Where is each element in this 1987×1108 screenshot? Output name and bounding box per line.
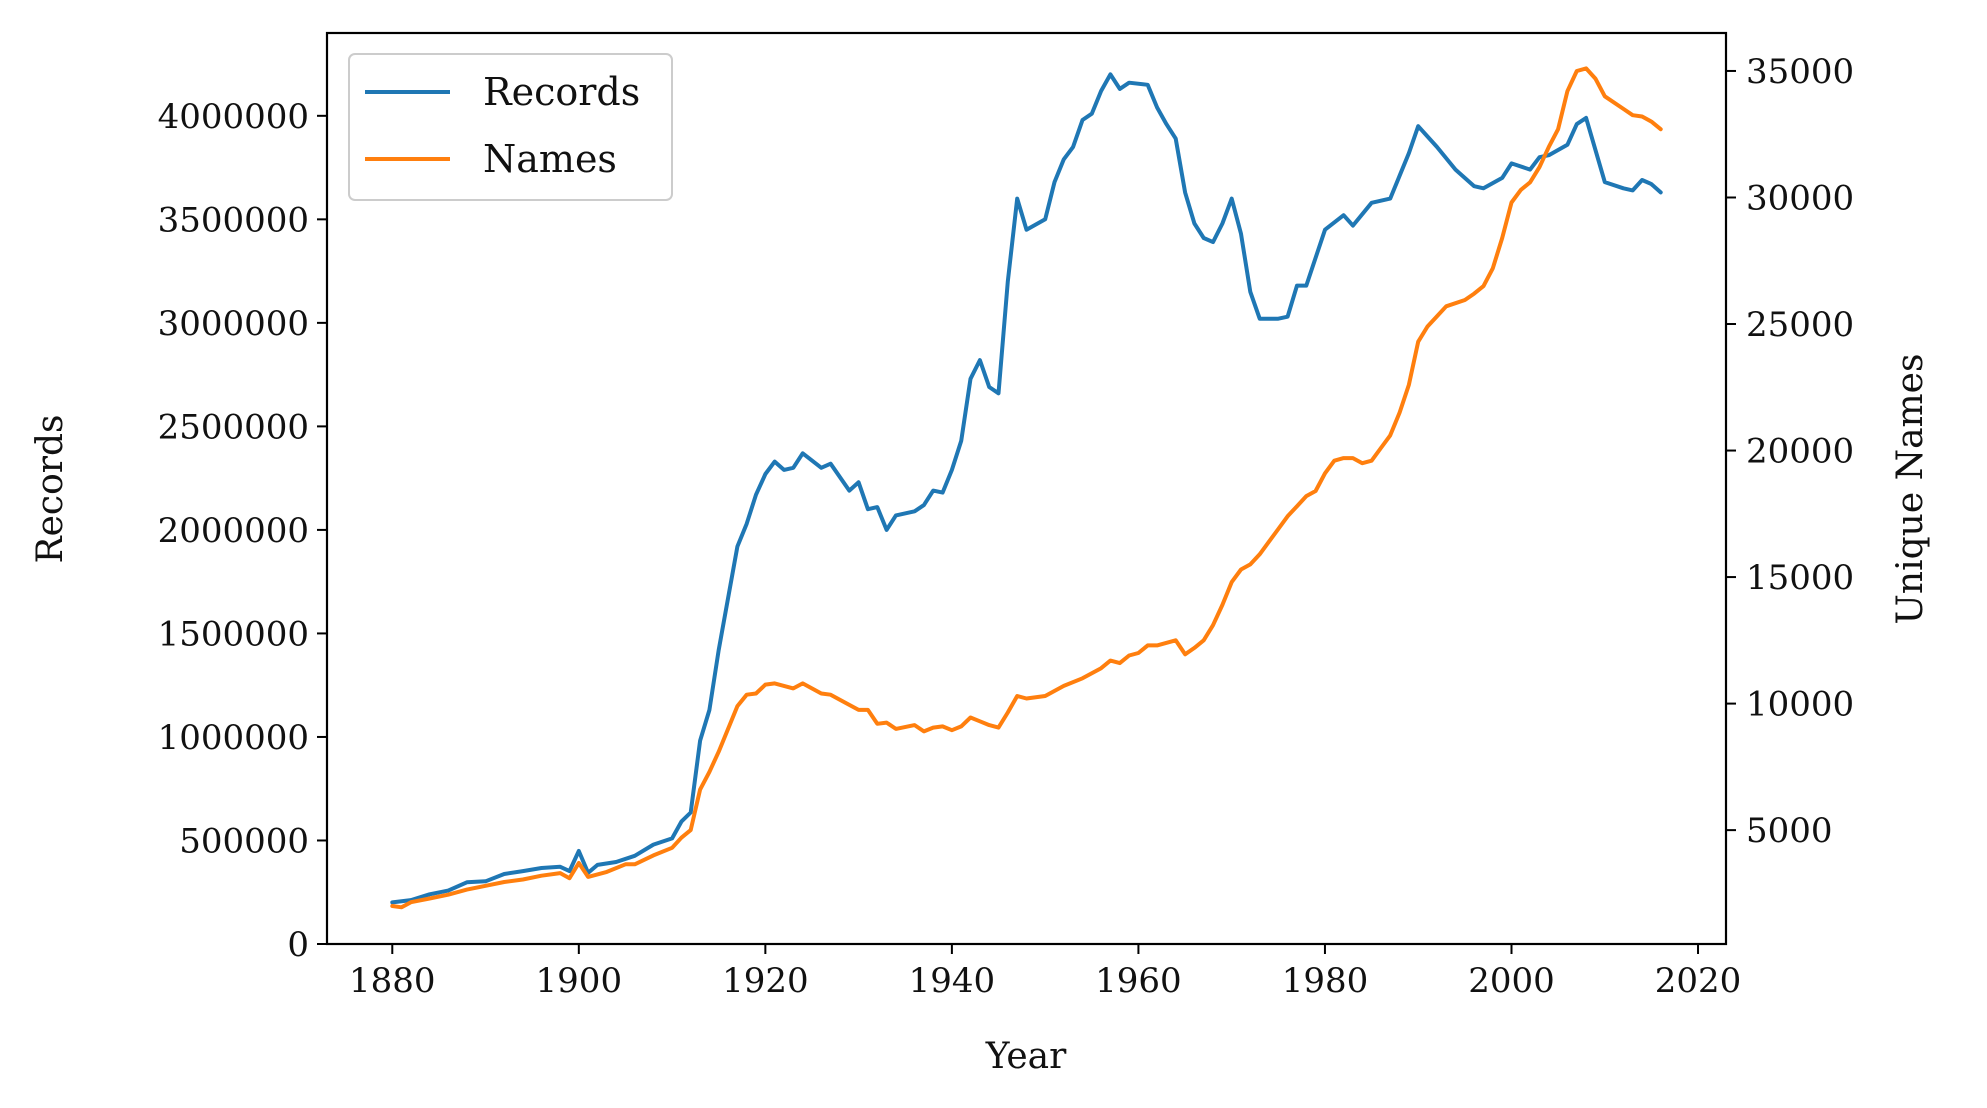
legend-label-names: Names bbox=[483, 137, 617, 181]
left-y-tick-label: 1500000 bbox=[158, 614, 309, 654]
x-tick-label: 2020 bbox=[1655, 961, 1742, 1001]
left-y-tick-label: 3500000 bbox=[158, 200, 309, 240]
left-y-tick-label: 3000000 bbox=[158, 304, 309, 344]
right-y-tick-label: 5000 bbox=[1746, 811, 1833, 851]
x-tick-label: 1980 bbox=[1282, 961, 1369, 1001]
x-tick-label: 1920 bbox=[722, 961, 809, 1001]
left-y-axis-title: Records bbox=[30, 415, 71, 564]
right-y-tick-label: 10000 bbox=[1746, 685, 1854, 725]
x-tick-label: 1940 bbox=[909, 961, 996, 1001]
left-y-tick-label: 2000000 bbox=[158, 511, 309, 551]
x-tick-label: 2000 bbox=[1468, 961, 1555, 1001]
left-y-tick-label: 0 bbox=[287, 925, 309, 965]
x-axis: 1880 1900 1920 1940 1960 1980 2000 2020 bbox=[349, 944, 1741, 1001]
legend-label-records: Records bbox=[483, 70, 640, 114]
right-y-axis-title: Unique Names bbox=[1890, 354, 1931, 625]
series-line-names bbox=[390, 66, 1663, 910]
series-line-records bbox=[390, 72, 1663, 905]
left-y-tick-label: 500000 bbox=[179, 821, 309, 861]
plot-frame bbox=[325, 31, 1728, 946]
right-y-tick-label: 15000 bbox=[1746, 558, 1854, 598]
left-y-tick-label: 2500000 bbox=[158, 407, 309, 447]
plot-area bbox=[325, 31, 1728, 946]
series-layer bbox=[390, 66, 1663, 910]
right-y-axis: 5000 10000 15000 20000 25000 30000 35000 bbox=[1726, 52, 1854, 851]
left-y-axis: 0 500000 1000000 1500000 2000000 2500000 30000… bbox=[158, 97, 327, 965]
right-y-tick-label: 30000 bbox=[1746, 178, 1854, 218]
right-y-tick-label: 25000 bbox=[1746, 305, 1854, 345]
right-y-tick-label: 20000 bbox=[1746, 432, 1854, 472]
x-axis-title: Year bbox=[985, 1036, 1067, 1077]
right-y-tick-label: 35000 bbox=[1746, 52, 1854, 92]
legend: Records Names bbox=[348, 53, 673, 201]
x-tick-label: 1880 bbox=[349, 961, 436, 1001]
x-tick-label: 1900 bbox=[536, 961, 623, 1001]
x-tick-label: 1960 bbox=[1095, 961, 1182, 1001]
left-y-tick-label: 1000000 bbox=[158, 718, 309, 758]
left-y-tick-label: 4000000 bbox=[158, 97, 309, 137]
